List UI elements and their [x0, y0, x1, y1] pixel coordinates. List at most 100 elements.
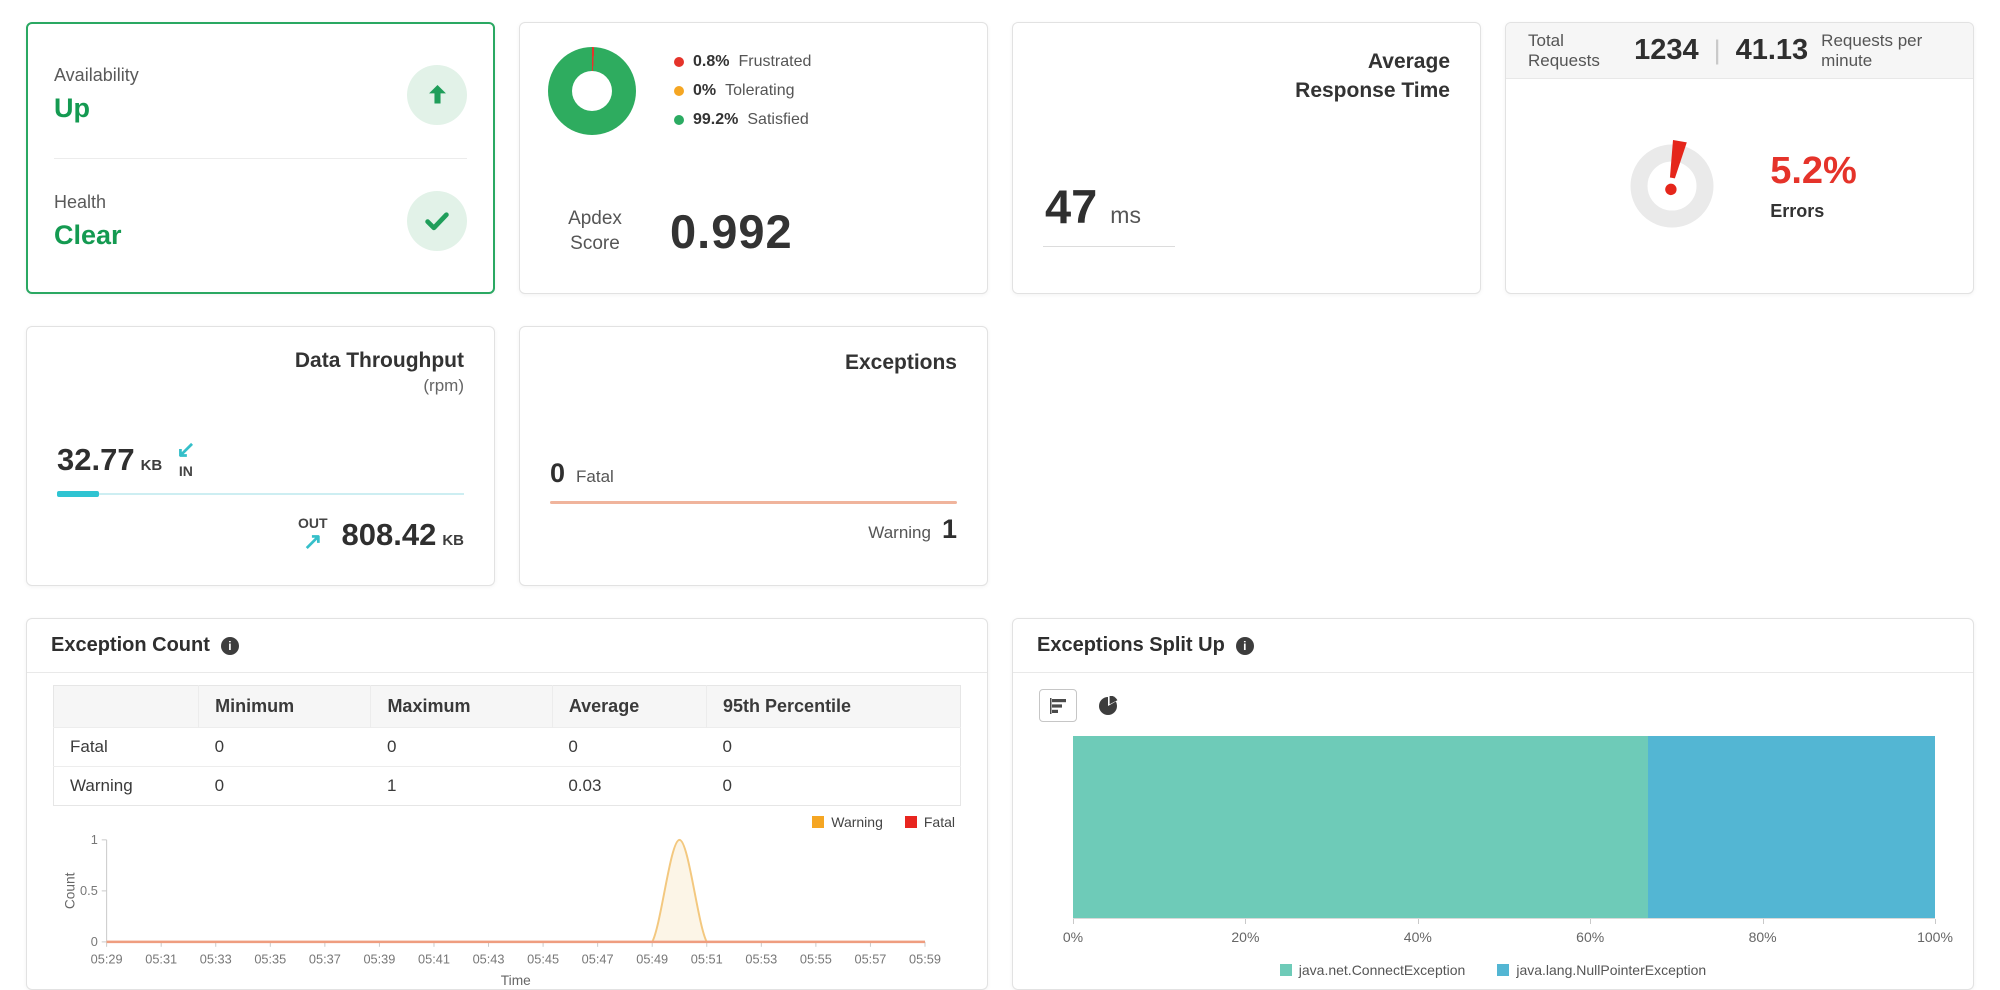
- legend-pct: 99.2%: [693, 111, 739, 128]
- info-icon[interactable]: i: [220, 636, 239, 655]
- axis-tick: [1417, 919, 1419, 924]
- exceptions-trend-line: [550, 501, 957, 504]
- svg-text:05:43: 05:43: [473, 951, 505, 966]
- availability-label: Availability: [54, 65, 139, 86]
- svg-text:05:39: 05:39: [363, 951, 395, 966]
- error-exclamation-icon: [1665, 139, 1687, 196]
- legend-label: Tolerating: [725, 82, 795, 99]
- table-cell: 0: [706, 727, 961, 767]
- errors-body: 5.2% Errors: [1506, 79, 1973, 293]
- throughput-out-direction: OUT ↗: [298, 513, 328, 553]
- svg-text:05:29: 05:29: [91, 951, 123, 966]
- fatal-label: Fatal: [576, 467, 614, 486]
- table-row-label: Warning: [53, 766, 199, 806]
- throughput-in-label: IN: [178, 463, 193, 479]
- requests-errors-card: Total Requests 1234 | 41.13 Requests per…: [1505, 22, 1974, 294]
- axis-tick-label: 80%: [1748, 929, 1777, 945]
- health-label: Health: [54, 191, 107, 212]
- response-time-unit: ms: [1110, 202, 1141, 228]
- legend-swatch-icon: [1497, 964, 1510, 976]
- apdex-legend-item: 0.8% Frustrated: [674, 53, 811, 71]
- availability-up-icon: [407, 64, 467, 125]
- axis-tick: [1762, 919, 1764, 924]
- legend-label: Frustrated: [738, 53, 812, 70]
- throughput-title-block: Data Throughput (rpm): [295, 349, 464, 396]
- axis-tick: [1935, 919, 1936, 924]
- pie-chart-toggle-button[interactable]: [1089, 689, 1127, 722]
- throughput-line: [57, 490, 464, 497]
- legend-dot-icon: [674, 86, 684, 96]
- line-chart-legend: Warning Fatal: [59, 814, 955, 830]
- table-cell: 0: [706, 766, 961, 806]
- apdex-donut: [548, 47, 636, 135]
- split-bar-segment[interactable]: [1647, 736, 1935, 918]
- split-axis: 0% 20% 40% 60% 80% 100%: [1063, 918, 1953, 950]
- legend-label: Satisfied: [747, 111, 809, 128]
- arrow-down-left-icon: ↙: [176, 436, 196, 462]
- legend-swatch-icon: [904, 816, 917, 828]
- table-cell: 0: [198, 727, 371, 767]
- info-icon[interactable]: i: [1235, 636, 1254, 655]
- axis-tick: [1590, 919, 1592, 924]
- exceptions-warning-row: Warning 1: [868, 514, 957, 545]
- split-chart: 0% 20% 40% 60% 80% 100%: [1063, 736, 1953, 950]
- legend-swatch-icon: [1279, 964, 1292, 976]
- health-check-icon: [407, 191, 467, 252]
- svg-text:Time: Time: [501, 973, 531, 988]
- health-value: Clear: [54, 219, 122, 250]
- errors-donut: [1630, 139, 1714, 228]
- bar-chart-icon: [1050, 697, 1066, 714]
- exceptions-card: Exceptions 0 Fatal Warning 1: [519, 326, 988, 586]
- total-requests-label: Total Requests: [1528, 30, 1600, 70]
- exception-count-card: Exception Count i Minimum Maximum Average 9…: [26, 618, 988, 990]
- svg-text:05:33: 05:33: [200, 951, 232, 966]
- axis-tick-label: 20%: [1231, 929, 1260, 945]
- availability-value: Up: [54, 93, 90, 124]
- throughput-out-value: 808.42: [341, 517, 437, 552]
- legend-item-warning[interactable]: Warning: [812, 814, 883, 830]
- split-legend-item[interactable]: java.lang.NullPointerException: [1497, 962, 1706, 978]
- svg-text:05:45: 05:45: [527, 951, 559, 966]
- table-row: Fatal 0 0 0 0: [53, 727, 961, 767]
- separator: |: [1713, 35, 1721, 65]
- split-legend: java.net.ConnectException java.lang.NullP…: [1039, 962, 1947, 978]
- split-bar-segment[interactable]: [1073, 736, 1648, 918]
- table-cell: 0: [198, 766, 371, 806]
- apdex-legend-item: 0% Tolerating: [674, 82, 811, 100]
- availability-row: Availability Up: [54, 32, 467, 158]
- warning-value: 1: [941, 514, 957, 544]
- apdex-top: 0.8% Frustrated 0% Tolerating 99.2% Satisfied: [548, 47, 959, 135]
- svg-text:05:31: 05:31: [145, 951, 177, 966]
- apdex-legend-item: 99.2% Satisfied: [674, 111, 811, 129]
- requests-header: Total Requests 1234 | 41.13 Requests per…: [1506, 23, 1973, 79]
- svg-text:05:49: 05:49: [636, 951, 668, 966]
- legend-label: java.lang.NullPointerException: [1516, 962, 1707, 978]
- legend-item-fatal[interactable]: Fatal: [904, 814, 955, 830]
- bar-chart-toggle-button[interactable]: [1039, 689, 1077, 722]
- exception-line-chart: 0 0.5 1 05:29 05:31 05:33 05:35 05:37 05:39 05:41…: [62, 832, 941, 988]
- svg-text:0.5: 0.5: [80, 883, 98, 898]
- axis-tick-label: 40%: [1403, 929, 1432, 945]
- exception-table: Minimum Maximum Average 95th Percentile Fata…: [53, 685, 961, 806]
- table-cell: 0.03: [552, 766, 707, 806]
- warning-label: Warning: [868, 523, 931, 542]
- throughput-subtitle: (rpm): [423, 376, 464, 395]
- legend-dot-icon: [674, 115, 684, 125]
- svg-text:05:47: 05:47: [582, 951, 614, 966]
- split-bar: [1073, 736, 1935, 918]
- exceptions-title: Exceptions: [844, 351, 957, 374]
- health-row: Health Clear: [54, 157, 467, 285]
- exception-count-body: Minimum Maximum Average 95th Percentile Fata…: [27, 673, 987, 989]
- legend-swatch-icon: [812, 816, 825, 828]
- axis-tick-label: 100%: [1917, 929, 1953, 945]
- throughput-in-value: 32.77: [57, 442, 135, 477]
- response-time-value-block: 47 ms: [1043, 179, 1175, 247]
- axis-tick: [1245, 919, 1247, 924]
- table-cell: 0: [370, 727, 553, 767]
- table-cell: 0: [552, 727, 707, 767]
- legend-label: Fatal: [923, 814, 955, 830]
- split-legend-item[interactable]: java.net.ConnectException: [1279, 962, 1465, 978]
- apdex-score-label: Apdex Score: [568, 207, 622, 254]
- svg-text:05:51: 05:51: [691, 951, 723, 966]
